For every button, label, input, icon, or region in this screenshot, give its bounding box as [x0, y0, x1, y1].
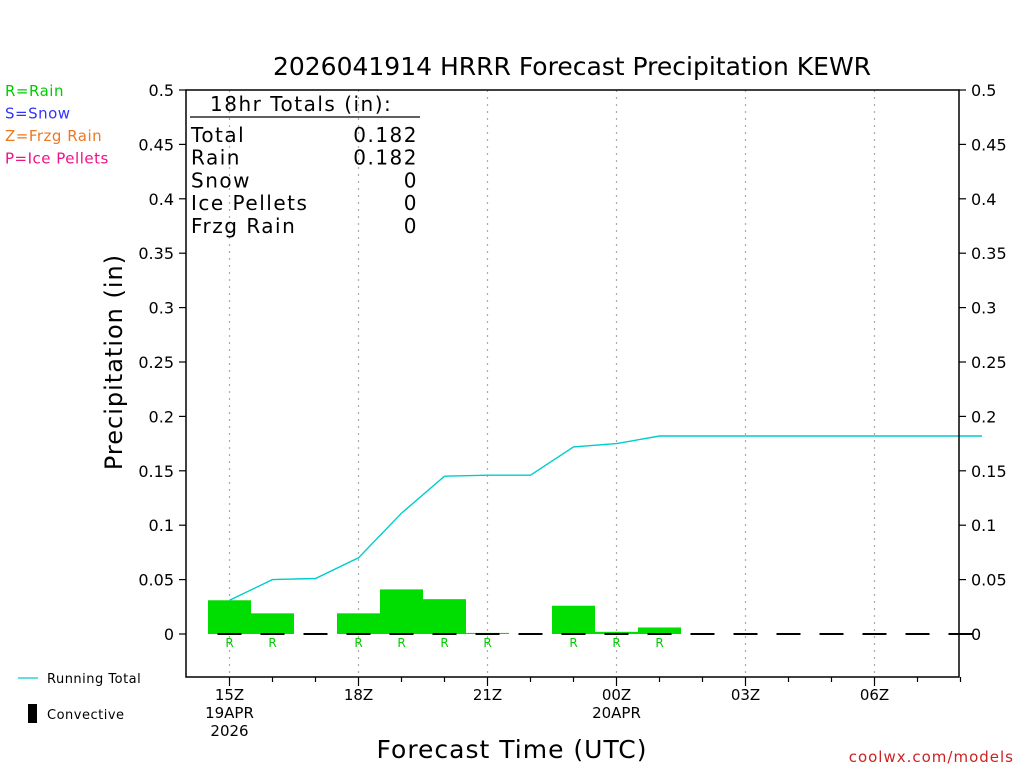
precip-bar: [595, 631, 638, 634]
y-axis-right: 0 0.05 0.1 0.15 0.2 0.25 0.3 0.35 0.4 0.45 0.5: [959, 81, 1007, 644]
x-tick-label: 18Z: [344, 686, 373, 704]
totals-row-label: Total: [190, 123, 245, 147]
running-total-legend-label: Running Total: [47, 672, 141, 687]
totals-title: 18hr Totals (in):: [210, 92, 392, 116]
legend-entry: P=Ice Pellets: [5, 150, 109, 168]
y-axis-label: Precipitation (in): [100, 254, 128, 470]
precip-type-marker: R: [397, 636, 405, 650]
totals-rows: Total 0.182 Rain 0.182 Snow 0 Ice Pellets 0 Frzg…: [190, 123, 418, 238]
totals-row-value: 0: [404, 168, 418, 192]
x-tick-label: 15Z: [215, 686, 244, 704]
y-tick-label-left: 0.05: [138, 571, 174, 590]
y-tick-label-left: 0.15: [138, 462, 174, 481]
totals-row-value: 0: [404, 214, 418, 238]
x-tick-label: 03Z: [731, 686, 760, 704]
y-tick-label-right: 0.35: [971, 244, 1007, 263]
chart-title: 2026041914 HRRR Forecast Precipitation K…: [273, 52, 871, 81]
y-tick-label-right: 0.25: [971, 353, 1007, 372]
totals-box: 18hr Totals (in): Total 0.182 Rain 0.182 Sno…: [190, 92, 420, 238]
totals-row-label: Rain: [191, 146, 241, 170]
x-tick-label: 00Z: [602, 686, 631, 704]
precip-bar: [337, 613, 380, 634]
totals-row-value: 0.182: [353, 123, 418, 147]
precip-bar: [552, 605, 595, 634]
x-axis-label: Forecast Time (UTC): [377, 735, 648, 764]
totals-row-value: 0.182: [353, 146, 418, 170]
precip-type-marker: R: [354, 636, 362, 650]
y-tick-label-right: 0.3: [971, 299, 996, 318]
y-tick-label-right: 0.2: [971, 407, 996, 426]
running-total-line: [229, 435, 982, 601]
precip-bar: [380, 589, 423, 634]
precip-type-marker: R: [612, 636, 620, 650]
y-tick-label-left: 0.4: [149, 190, 174, 209]
precip-type-marker: R: [569, 636, 577, 650]
totals-row-label: Frzg Rain: [191, 214, 296, 238]
convective-legend-label: Convective: [47, 708, 125, 723]
y-tick-label-left: 0.3: [149, 299, 174, 318]
credit-text: coolwx.com/models: [849, 748, 1014, 766]
legend-entry: Z=Frzg Rain: [5, 127, 102, 145]
y-tick-label-right: 0.45: [971, 135, 1007, 154]
y-axis-left: 0 0.05 0.1 0.15 0.2 0.25 0.3 0.35 0.4 0.45 0.5: [138, 81, 186, 644]
precip-type-marker: R: [440, 636, 448, 650]
running-total-series: [229, 435, 982, 601]
y-tick-label-right: 0: [971, 625, 981, 644]
x-tick-label: 2026: [210, 722, 248, 740]
y-tick-label-left: 0.1: [149, 516, 174, 535]
legend-entry: S=Snow: [5, 105, 71, 123]
precip-bar: [638, 627, 681, 634]
totals-row-label: Ice Pellets: [191, 191, 308, 215]
plot-frame: [185, 89, 960, 678]
y-tick-label-left: 0.25: [138, 353, 174, 372]
x-tick-label: 19APR: [205, 704, 254, 722]
x-tick-label: 21Z: [473, 686, 502, 704]
y-tick-label-right: 0.1: [971, 516, 996, 535]
x-tick-label: 06Z: [860, 686, 889, 704]
precip-bar: [208, 600, 251, 634]
y-tick-label-left: 0.35: [138, 244, 174, 263]
y-tick-label-right: 0.5: [971, 81, 996, 100]
precip-bars: [208, 589, 681, 634]
legend-entry: R=Rain: [5, 82, 64, 100]
precip-type-marker: R: [268, 636, 276, 650]
precip-type-marker: R: [655, 636, 663, 650]
totals-row-label: Snow: [191, 168, 251, 192]
x-tick-label: 20APR: [592, 704, 641, 722]
y-tick-label-left: 0.45: [138, 135, 174, 154]
y-tick-label-left: 0.2: [149, 407, 174, 426]
gridlines: [228, 90, 876, 677]
y-tick-label-right: 0.15: [971, 462, 1007, 481]
precip-bar: [251, 613, 294, 634]
precip-type-legend: R=Rain S=Snow Z=Frzg Rain P=Ice Pellets: [5, 82, 109, 168]
y-tick-label-left: 0: [164, 625, 174, 644]
y-tick-label-right: 0.05: [971, 571, 1007, 590]
precip-bar: [423, 599, 466, 634]
precip-type-marker: R: [483, 636, 491, 650]
totals-row-value: 0: [404, 191, 418, 215]
y-tick-label-left: 0.5: [149, 81, 174, 100]
y-tick-label-right: 0.4: [971, 190, 996, 209]
precip-type-marker: R: [225, 636, 233, 650]
convective-legend-swatch: [28, 704, 37, 723]
